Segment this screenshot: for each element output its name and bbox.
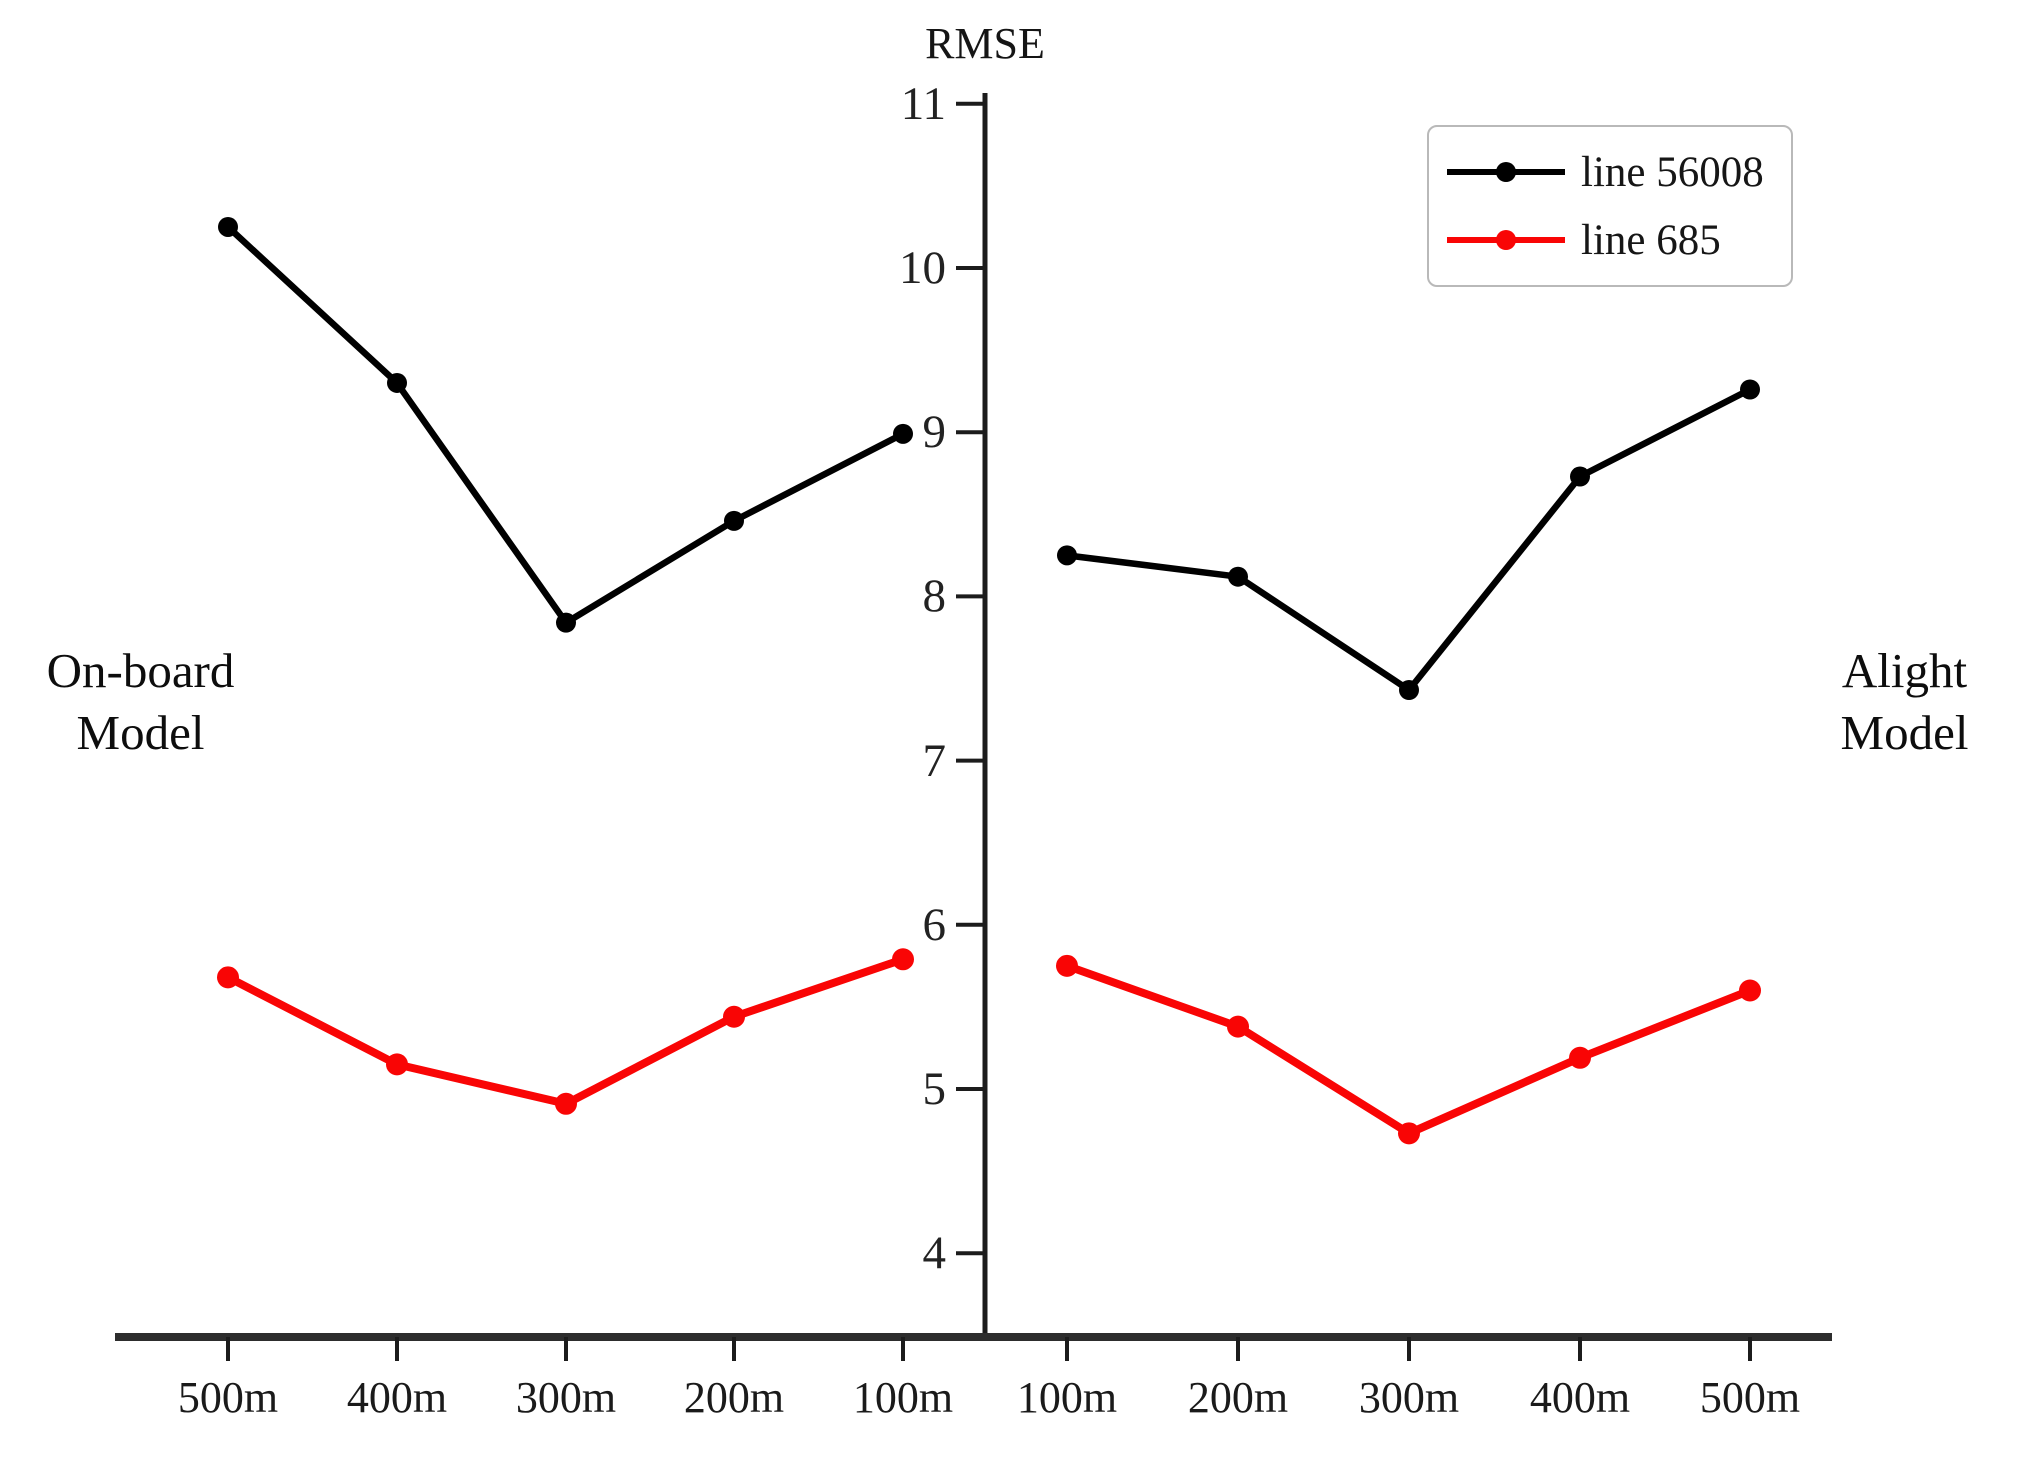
- data-point-marker: [1228, 566, 1248, 587]
- data-point-marker: [1057, 545, 1077, 566]
- left-panel-label: On-board Model: [8, 640, 273, 764]
- data-point-marker: [892, 948, 914, 971]
- data-point-marker: [1739, 979, 1761, 1002]
- legend-label: line 685: [1581, 216, 1721, 264]
- data-point-marker: [1399, 679, 1419, 700]
- data-point-marker: [1740, 379, 1760, 400]
- x-tick-label: 500m: [177, 1373, 279, 1422]
- x-tick-label: 500m: [1699, 1373, 1801, 1422]
- legend-entry-line-56008: line 56008: [1447, 145, 1791, 199]
- series-line-line-56008: [1063, 386, 1754, 694]
- x-tick-label: 400m: [1529, 1373, 1631, 1422]
- y-tick-label: 8: [922, 570, 947, 623]
- y-tick-label: 4: [922, 1227, 947, 1280]
- right-panel-label-line2: Model: [1840, 705, 1969, 760]
- x-tick-label: 300m: [515, 1373, 617, 1422]
- data-point-marker: [1227, 1015, 1249, 1038]
- data-point-marker: [893, 423, 913, 444]
- data-point-marker: [1570, 466, 1590, 487]
- x-tick-label: 200m: [1187, 1373, 1289, 1422]
- left-panel-label-line1: On-board: [46, 643, 235, 698]
- series-line-line-685: [224, 955, 907, 1108]
- y-tick-label: 5: [922, 1063, 947, 1115]
- x-tick-label: 100m: [1016, 1373, 1118, 1422]
- y-tick-label: 9: [922, 406, 947, 459]
- left-panel-label-line2: Model: [76, 705, 205, 760]
- legend-label: line 56008: [1581, 148, 1764, 196]
- right-panel-label: Alight Model: [1782, 640, 2019, 764]
- series-line-line-56008: [224, 223, 907, 626]
- data-point-marker: [556, 612, 576, 633]
- legend-entry-line-685: line 685: [1447, 213, 1791, 267]
- data-point-marker: [723, 1005, 745, 1028]
- y-tick-label: 6: [922, 898, 947, 951]
- y-tick-label: 11: [900, 77, 946, 130]
- data-point-marker: [1569, 1046, 1591, 1069]
- series-line-line-685: [1063, 961, 1754, 1138]
- data-point-marker: [1398, 1122, 1420, 1145]
- data-point-marker: [386, 1053, 408, 1076]
- x-tick-label: 300m: [1358, 1373, 1460, 1422]
- data-point-marker: [387, 372, 407, 393]
- data-point-marker: [724, 510, 744, 531]
- legend-sample-line-685: [1447, 213, 1565, 267]
- x-tick-label: 200m: [683, 1373, 785, 1422]
- y-axis-title: RMSE: [925, 19, 1045, 68]
- right-panel-label-line1: Alight: [1841, 643, 1968, 698]
- legend-sample-line-56008: [1447, 145, 1565, 199]
- data-point-marker: [555, 1092, 577, 1115]
- legend-dot-marker: [1496, 162, 1516, 182]
- x-tick-label: 100m: [852, 1373, 954, 1422]
- y-tick-label: 7: [922, 734, 947, 787]
- data-point-marker: [218, 216, 238, 237]
- data-point-marker: [1056, 954, 1078, 977]
- legend: line 56008 line 685: [1427, 125, 1793, 287]
- data-point-marker: [217, 966, 239, 989]
- x-tick-label: 400m: [346, 1373, 448, 1422]
- legend-dot-marker: [1496, 230, 1516, 250]
- y-tick-label: 10: [899, 242, 946, 294]
